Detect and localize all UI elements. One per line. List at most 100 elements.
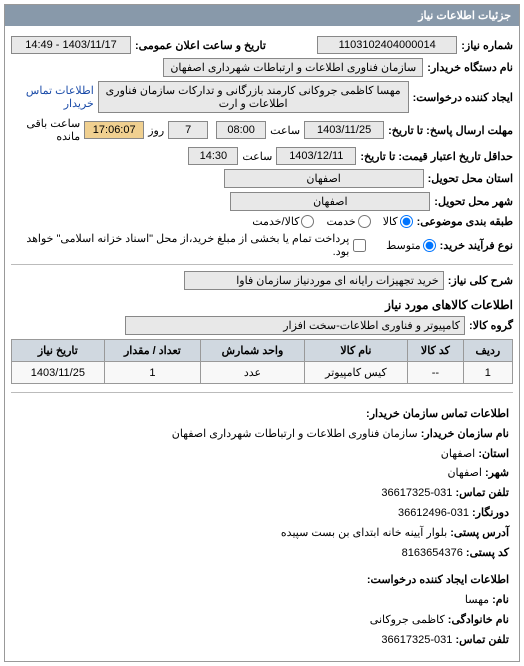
requester-contact-block: اطلاعات ایجاد کننده درخواست: نام: مهسا ن… — [11, 567, 513, 654]
goods-group-label: گروه کالا: — [465, 319, 513, 332]
table-row: 1 -- کیس کامپیوتر عدد 1 1403/11/25 — [12, 362, 513, 384]
th-name: نام کالا — [304, 340, 407, 362]
row-delivery-province: استان محل تحویل: اصفهان — [11, 169, 513, 188]
buyer-postal-code-label: کد پستی: — [466, 547, 509, 559]
buyer-contact-title: اطلاعات تماس سازمان خریدار: — [366, 408, 509, 420]
buyer-org-name-value: سازمان فناوری اطلاعات و ارتباطات شهرداری… — [172, 428, 418, 440]
requester-name-value: مهسا — [465, 594, 489, 606]
buyer-contact-link[interactable]: اطلاعات تماس خریدار — [11, 84, 94, 110]
requester-name-label: نام: — [492, 594, 509, 606]
panel-body: شماره نیاز: 1103102404000014 تاریخ و ساع… — [5, 26, 519, 661]
buyer-phone-label: تلفن تماس: — [455, 487, 509, 499]
row-process-type: نوع فرآیند خرید: متوسط پرداخت تمام یا بخ… — [11, 232, 513, 258]
goods-section-title: اطلاعات کالاهای مورد نیاز — [11, 298, 513, 312]
radio-goods-service-input[interactable] — [301, 215, 314, 228]
need-details-panel: جزئیات اطلاعات نیاز شماره نیاز: 11031024… — [4, 4, 520, 662]
requester-phone-label: تلفن تماس: — [455, 634, 509, 646]
row-delivery-city: شهر محل تحویل: اصفهان — [11, 192, 513, 211]
need-number-value: 1103102404000014 — [317, 36, 457, 54]
public-announce-label: تاریخ و ساعت اعلان عمومی: — [131, 39, 266, 52]
response-days-label: روز — [144, 124, 168, 137]
th-row: ردیف — [463, 340, 512, 362]
price-validity-time: 14:30 — [188, 147, 238, 165]
requester-family-value: کاظمی جروکانی — [370, 614, 445, 626]
buyer-address-value: بلوار آیینه خانه ابتدای بن بست سپیده — [281, 527, 447, 539]
buyer-address-label: آدرس پستی: — [450, 527, 509, 539]
need-number-label: شماره نیاز: — [457, 39, 513, 52]
buyer-postal-code-value: 8163654376 — [402, 547, 463, 559]
price-validity-time-label: ساعت — [238, 150, 276, 163]
table-header-row: ردیف کد کالا نام کالا واحد شمارش تعداد /… — [12, 340, 513, 362]
radio-goods[interactable]: کالا — [383, 215, 413, 228]
radio-service[interactable]: خدمت — [326, 215, 370, 228]
row-subject-class: طبقه بندی موضوعی: کالا خدمت کالا/خدمت — [11, 215, 513, 228]
cell-date: 1403/11/25 — [12, 362, 105, 384]
need-desc-label: شرح کلی نیاز: — [444, 274, 513, 287]
buyer-province-value: اصفهان — [441, 448, 475, 460]
subject-class-radios: کالا خدمت کالا/خدمت — [252, 215, 412, 228]
radio-goods-service[interactable]: کالا/خدمت — [252, 215, 314, 228]
requester-family-label: نام خانوادگی: — [448, 614, 509, 626]
response-deadline-date: 1403/11/25 — [304, 121, 384, 139]
radio-service-input[interactable] — [358, 215, 371, 228]
response-deadline-time: 08:00 — [216, 121, 266, 139]
buyer-org-label: نام دستگاه خریدار: — [423, 61, 513, 74]
response-deadline-days: 7 — [168, 121, 208, 139]
buyer-fax-value: 031-36612496 — [398, 507, 469, 519]
row-response-deadline: مهلت ارسال پاسخ: تا تاریخ: 1403/11/25 سا… — [11, 117, 513, 143]
row-goods-group: گروه کالا: کامپیوتر و فناوری اطلاعات-سخت… — [11, 316, 513, 335]
radio-goods-label: کالا — [383, 215, 398, 228]
response-remaining-label: ساعت باقی مانده — [11, 117, 84, 143]
delivery-province-value: اصفهان — [224, 169, 424, 188]
response-remaining-value: 17:06:07 — [84, 121, 144, 139]
requester-contact-title: اطلاعات ایجاد کننده درخواست: — [367, 574, 509, 586]
th-qty: تعداد / مقدار — [104, 340, 201, 362]
response-deadline-label: مهلت ارسال پاسخ: تا تاریخ: — [384, 124, 513, 137]
requester-phone-value: 031-36617325 — [381, 634, 452, 646]
payment-checkbox[interactable]: پرداخت تمام یا بخشی از مبلغ خرید،از محل … — [11, 232, 366, 258]
goods-group-value: کامپیوتر و فناوری اطلاعات-سخت افزار — [125, 316, 465, 335]
row-need-number: شماره نیاز: 1103102404000014 تاریخ و ساع… — [11, 36, 513, 54]
radio-service-label: خدمت — [326, 215, 355, 228]
cell-name: کیس کامپیوتر — [304, 362, 407, 384]
goods-table: ردیف کد کالا نام کالا واحد شمارش تعداد /… — [11, 339, 513, 384]
radio-medium-label: متوسط — [386, 239, 421, 252]
buyer-org-name-label: نام سازمان خریدار: — [421, 428, 509, 440]
cell-code: -- — [408, 362, 464, 384]
buyer-fax-label: دورنگار: — [472, 507, 509, 519]
radio-goods-input[interactable] — [400, 215, 413, 228]
panel-title: جزئیات اطلاعات نیاز — [5, 5, 519, 26]
delivery-city-value: اصفهان — [230, 192, 430, 211]
row-request-creator: ایجاد کننده درخواست: مهسا کاظمی جروکانی … — [11, 81, 513, 113]
row-buyer-org: نام دستگاه خریدار: سازمان فناوری اطلاعات… — [11, 58, 513, 77]
buyer-org-value: سازمان فناوری اطلاعات و ارتباطات شهرداری… — [163, 58, 423, 77]
price-validity-date: 1403/12/11 — [276, 147, 356, 165]
need-desc-value: خرید تجهیزات رایانه ای موردنیاز سازمان ف… — [184, 271, 444, 290]
delivery-province-label: استان محل تحویل: — [424, 172, 513, 185]
request-creator-value: مهسا کاظمی جروکانی کارمند بازرگانی و تدا… — [98, 81, 409, 113]
public-announce-value: 1403/11/17 - 14:49 — [11, 36, 131, 54]
process-type-label: نوع فرآیند خرید: — [436, 239, 513, 252]
buyer-city-label: شهر: — [485, 467, 509, 479]
buyer-contact-block: اطلاعات تماس سازمان خریدار: نام سازمان خ… — [11, 401, 513, 567]
radio-medium[interactable]: متوسط — [386, 239, 436, 252]
th-date: تاریخ نیاز — [12, 340, 105, 362]
radio-medium-input[interactable] — [423, 239, 436, 252]
buyer-province-label: استان: — [478, 448, 509, 460]
delivery-city-label: شهر محل تحویل: — [430, 195, 513, 208]
cell-row: 1 — [463, 362, 512, 384]
cell-unit: عدد — [201, 362, 305, 384]
radio-goods-service-label: کالا/خدمت — [252, 215, 299, 228]
response-time-label: ساعت — [266, 124, 304, 137]
row-need-desc: شرح کلی نیاز: خرید تجهیزات رایانه ای مور… — [11, 271, 513, 290]
th-code: کد کالا — [408, 340, 464, 362]
buyer-phone-value: 031-36617325 — [381, 487, 452, 499]
th-unit: واحد شمارش — [201, 340, 305, 362]
row-price-validity: حداقل تاریخ اعتبار قیمت: تا تاریخ: 1403/… — [11, 147, 513, 165]
subject-class-label: طبقه بندی موضوعی: — [413, 215, 513, 228]
payment-checkbox-label: پرداخت تمام یا بخشی از مبلغ خرید،از محل … — [11, 232, 349, 258]
payment-checkbox-input[interactable] — [353, 239, 366, 252]
buyer-city-value: اصفهان — [447, 467, 481, 479]
request-creator-label: ایجاد کننده درخواست: — [409, 91, 513, 104]
price-validity-label: حداقل تاریخ اعتبار قیمت: تا تاریخ: — [356, 150, 513, 163]
